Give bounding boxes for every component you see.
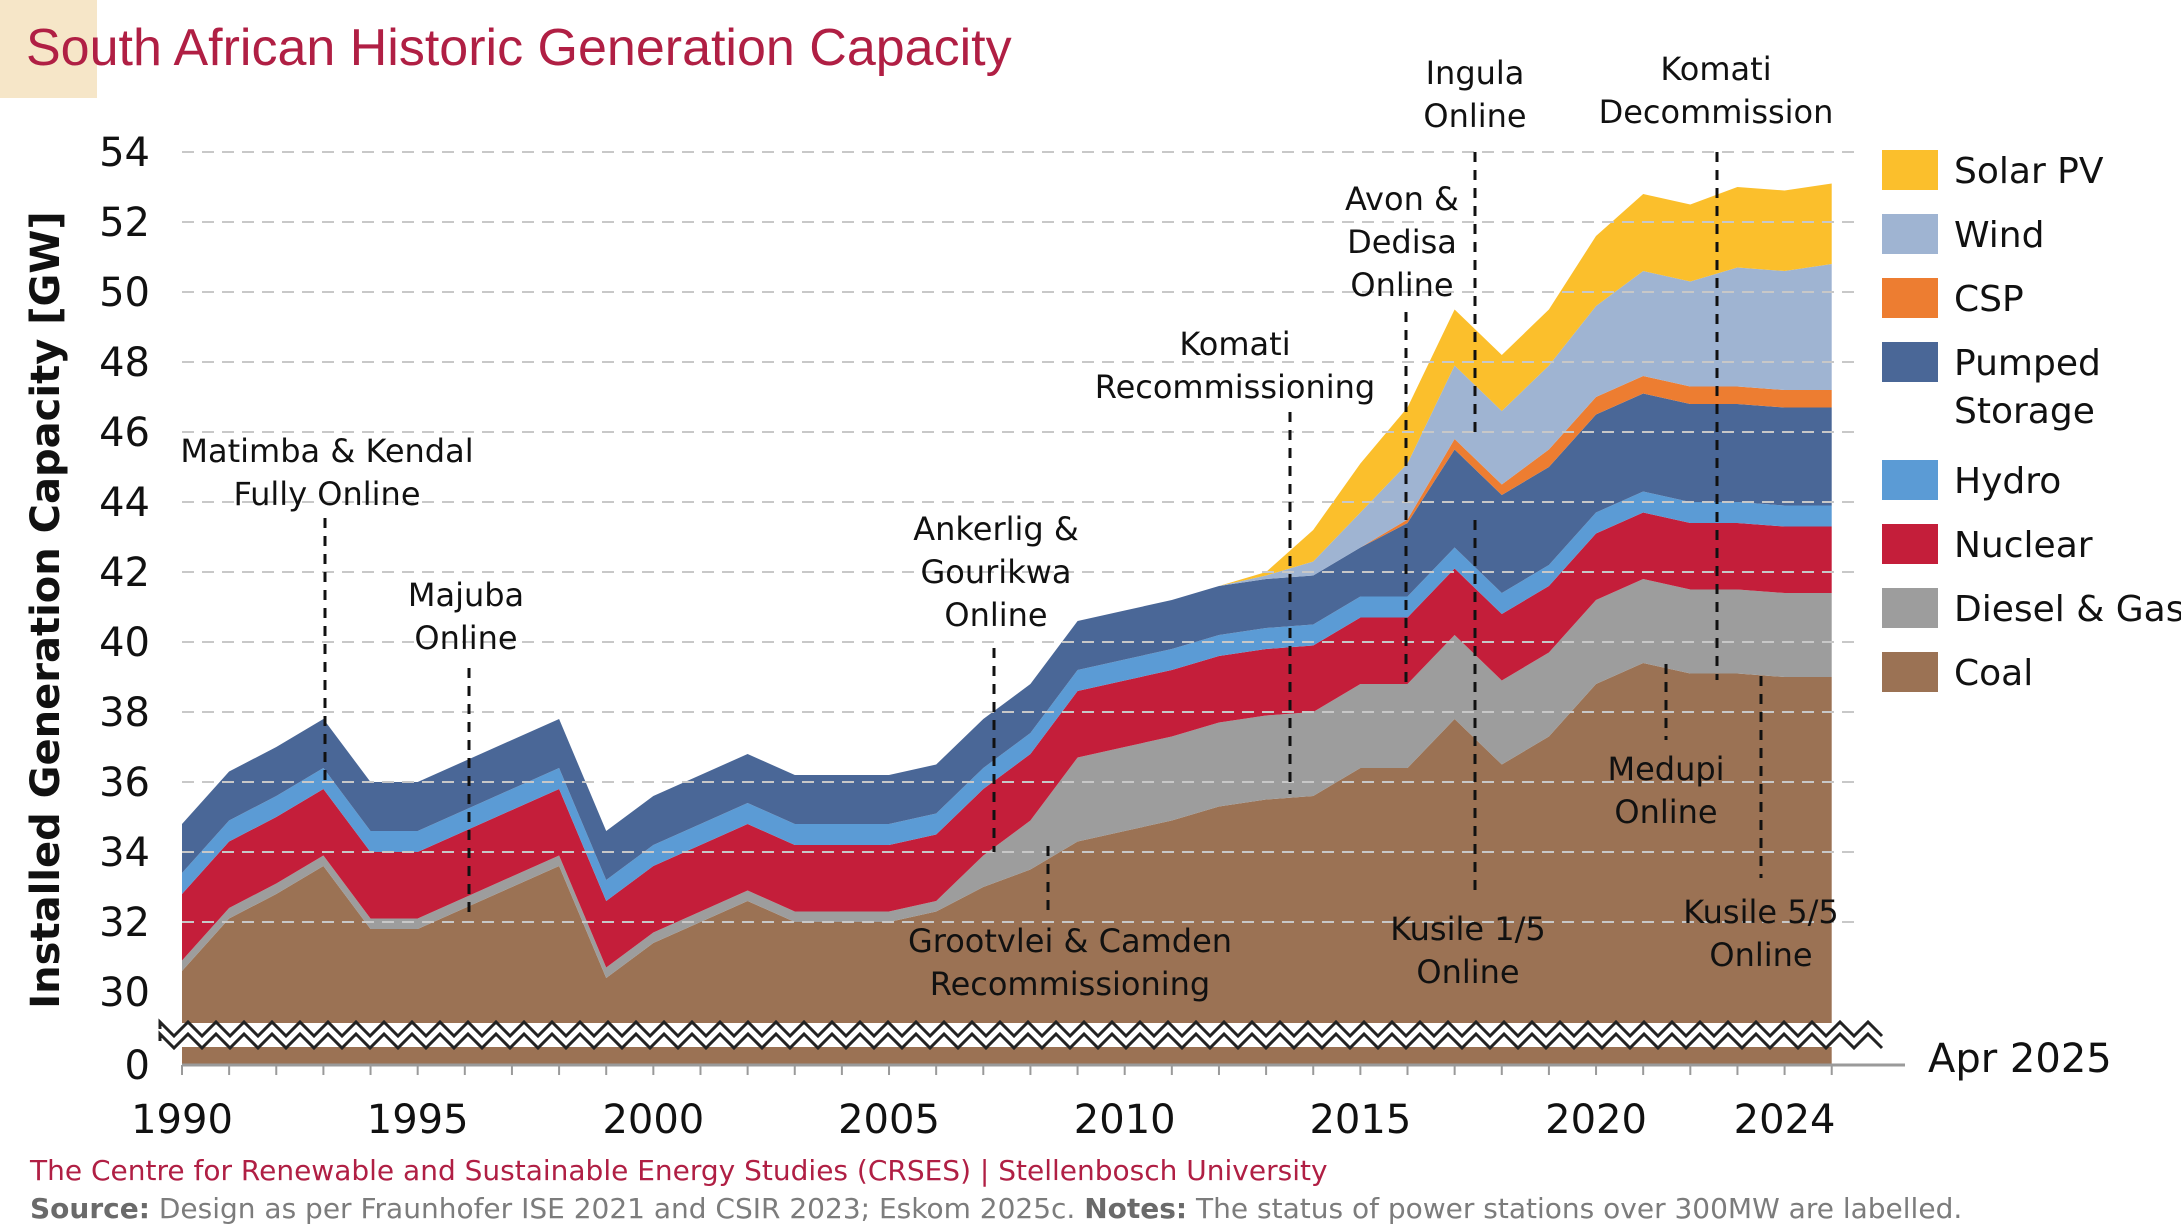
x-tick-label: 1995 [367, 1097, 469, 1143]
annotation-label: Ankerlig & [913, 510, 1079, 548]
y-tick-label: 32 [99, 900, 150, 946]
series-area-wind [182, 264, 1832, 831]
annotation-label: Kusile 5/5 [1683, 893, 1838, 931]
annotation-label: Decommission [1599, 93, 1834, 131]
source-label: Source: [30, 1192, 150, 1225]
legend-label: Hydro [1954, 461, 2062, 502]
y-tick-label: 54 [99, 130, 150, 176]
x-tick-label: 2024 [1734, 1097, 1836, 1143]
legend-swatch [1882, 342, 1938, 382]
series-area-pumped-storage [182, 393, 1832, 880]
legend-label: Coal [1954, 653, 2034, 694]
legend-swatch [1882, 652, 1938, 692]
legend-swatch [1882, 524, 1938, 564]
y-tick-label: 50 [99, 270, 150, 316]
x-tick-label: 2005 [838, 1097, 940, 1143]
y-tick-label: 46 [99, 410, 150, 456]
y-tick-label: 48 [99, 340, 150, 386]
y-tick-label: 40 [99, 620, 150, 666]
area-layers [182, 183, 1832, 1065]
legend-label: Nuclear [1954, 525, 2093, 566]
title-accent-block [0, 0, 97, 98]
annotation-label: Medupi [1607, 750, 1724, 788]
footer-organization: The Centre for Renewable and Sustainable… [30, 1154, 1328, 1187]
legend-label: Pumped Storage [1954, 343, 2101, 432]
legend-label: CSP [1954, 279, 2024, 320]
annotation-label: Online [1614, 793, 1717, 831]
y-tick-label: 34 [99, 830, 150, 876]
legend-swatch [1882, 460, 1938, 500]
y-tick-label: 0 [125, 1043, 150, 1089]
axis-break-line-upper [158, 1018, 1884, 1039]
annotation-label: Majuba [408, 576, 524, 614]
x-tick-label: 2015 [1309, 1097, 1411, 1143]
legend-swatch [1882, 150, 1938, 190]
annotation-label: Online [414, 619, 517, 657]
annotation-label: Grootvlei & Camden [908, 922, 1232, 960]
y-axis-title: Installed Generation Capacity [GW] [23, 211, 69, 1009]
legend-label: Wind [1954, 215, 2045, 256]
annotation-label: Gourikwa [920, 553, 1071, 591]
legend-swatch [1882, 588, 1938, 628]
annotation-label: Avon & [1345, 180, 1459, 218]
legend-swatch [1882, 278, 1938, 318]
footer-source-notes: Source: Design as per Fraunhofer ISE 202… [30, 1192, 1962, 1225]
series-area-nuclear [182, 512, 1832, 968]
x-tick-label: 2020 [1545, 1097, 1647, 1143]
series-area-solar-pv [182, 183, 1832, 831]
legend-swatch [1882, 214, 1938, 254]
as-of-date-label: Apr 2025 [1928, 1036, 2112, 1082]
series-area-hydro [182, 491, 1832, 901]
annotation-label: Kusile 1/5 [1390, 910, 1545, 948]
annotation-label: Komati [1660, 50, 1771, 88]
x-tick-label: 2000 [602, 1097, 704, 1143]
y-tick-label: 52 [99, 200, 150, 246]
y-tick-label: 42 [99, 550, 150, 596]
notes-label: Notes: [1084, 1192, 1188, 1225]
x-tick-label: 1990 [131, 1097, 233, 1143]
legend-label: Diesel & Gas [1954, 589, 2181, 630]
x-tick-label: 2010 [1074, 1097, 1176, 1143]
series-area-coal [182, 663, 1832, 1065]
annotation-label: Komati [1179, 325, 1290, 363]
y-tick-label: 44 [99, 480, 150, 526]
annotation-label: Recommissioning [930, 965, 1210, 1003]
annotation-label: Fully Online [233, 475, 420, 513]
annotation-label: Online [1709, 936, 1812, 974]
source-text: Design as per Fraunhofer ISE 2021 and CS… [149, 1192, 1085, 1225]
annotation-label: Online [1350, 266, 1453, 304]
y-tick-label: 36 [99, 760, 150, 806]
y-tick-label: 38 [99, 690, 150, 736]
notes-text: The status of power stations over 300MW … [1187, 1192, 1963, 1225]
annotation-label: Ingula [1426, 54, 1525, 92]
annotation-label: Recommissioning [1095, 368, 1375, 406]
annotation-label: Dedisa [1347, 223, 1457, 261]
axes: 1990 1995 2000 2005 2010 2015 2020 2024 0 30 32 34 3… [99, 130, 1905, 1143]
axis-break-line-lower [158, 1030, 1884, 1051]
annotation-label: Online [1416, 953, 1519, 991]
annotation-label: Online [944, 596, 1047, 634]
annotation-label: Online [1423, 97, 1526, 135]
legend-label: Solar PV [1954, 151, 2104, 192]
chart-title: South African Historic Generation Capaci… [26, 19, 1012, 77]
series-area-diesel-gas [182, 579, 1832, 978]
annotations: Matimba & Kendal Fully Online Majuba Online… [180, 50, 1838, 1003]
annotation-label: Matimba & Kendal [180, 432, 473, 470]
axis-break [158, 1018, 1884, 1051]
y-tick-label: 30 [99, 970, 150, 1016]
